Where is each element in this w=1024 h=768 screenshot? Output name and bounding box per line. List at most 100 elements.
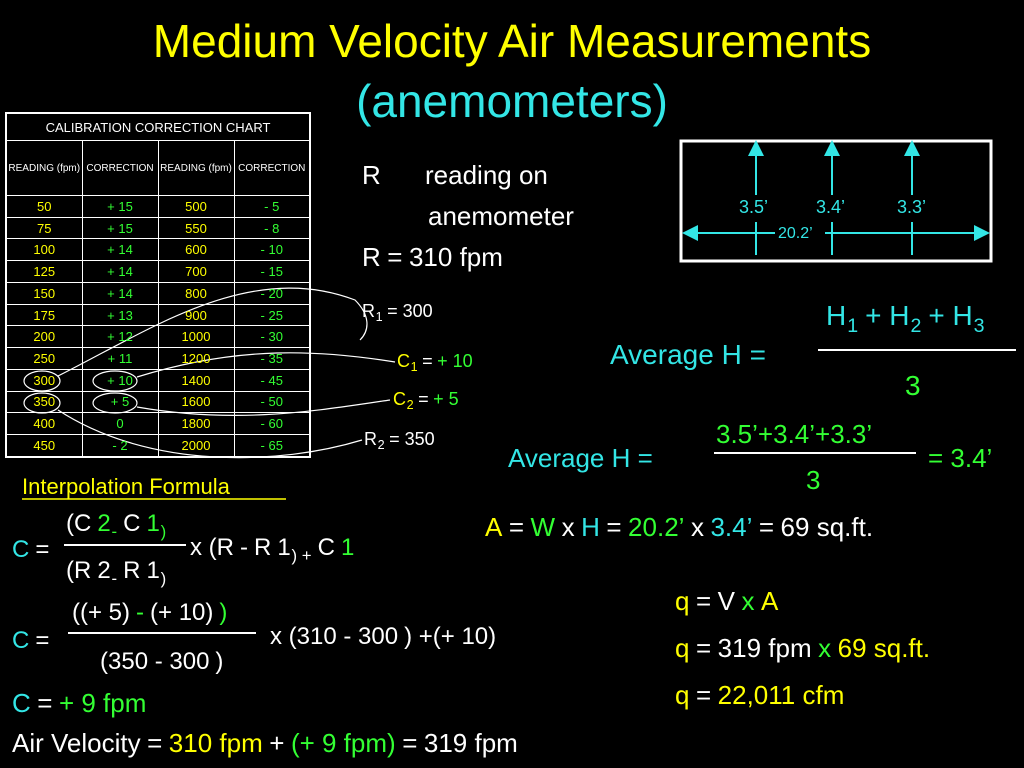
table-cell: + 14 — [81, 260, 159, 283]
flow-equation: q = 319 fpm x 69 sq.ft. — [675, 635, 930, 661]
text-segment: q — [675, 680, 690, 710]
table-cell: + 13 — [81, 303, 159, 327]
text-segment: x — [561, 512, 575, 542]
table-cell: 500 — [157, 195, 235, 218]
table-row: 450- 2 2000- 65 — [5, 434, 311, 458]
text-segment: W — [530, 512, 556, 542]
table-cell: 100 — [5, 238, 83, 262]
text-segment: R — [362, 301, 375, 321]
avg-h-calc-result: = 3.4’ — [928, 443, 993, 473]
text-segment: V — [717, 586, 735, 616]
table-cell: 125 — [5, 260, 83, 283]
text-segment: = — [508, 512, 525, 542]
r-value: R = 310 fpm — [362, 244, 503, 270]
text-segment: 310 fpm — [408, 242, 503, 272]
text-segment: + 9 fpm — [58, 688, 147, 718]
text-segment: q — [675, 633, 690, 663]
substituted-lhs: C = — [12, 629, 49, 653]
text-segment: ) — [160, 568, 167, 588]
table-cell: + 15 — [81, 216, 159, 240]
text-segment: ) — [219, 599, 228, 626]
text-segment: = — [758, 512, 775, 542]
table-cell: + 12 — [81, 325, 159, 349]
fraction-bar — [818, 349, 1016, 351]
table-cell: 1400 — [157, 368, 235, 392]
air-velocity: Air Velocity = 310 fpm + (+ 9 fpm) = 319 fpm — [12, 730, 518, 756]
text-segment: ( — [66, 557, 74, 584]
text-segment: - — [111, 568, 118, 588]
table-cell: 350 — [5, 390, 83, 414]
text-segment: 22,011 cfm — [717, 680, 845, 710]
text-segment: 1 — [340, 534, 355, 561]
text-segment: H — [581, 512, 600, 542]
text-segment: + 10 — [437, 351, 473, 371]
table-row: 400 0 1800- 60 — [5, 412, 311, 436]
table-cell: 1000 — [157, 325, 235, 349]
column-header: CORRECTION — [233, 140, 311, 196]
lookup-c1: C1 = + 10 — [397, 351, 473, 374]
substituted-rest: x (310 - 300) +(+ 10) — [270, 625, 496, 649]
duct-arrows — [682, 140, 990, 255]
text-segment: C — [74, 510, 92, 537]
table-cell: 0 — [81, 412, 159, 436]
text-segment: = — [695, 680, 712, 710]
text-segment: = — [695, 586, 712, 616]
text-segment: x — [690, 512, 704, 542]
text-segment: C — [12, 536, 30, 563]
text-segment: 310 - 300 — [296, 623, 399, 650]
table-cell: - 10 — [233, 238, 311, 262]
text-segment: = — [387, 242, 403, 272]
text-segment: C — [12, 688, 31, 718]
table-cell: - 60 — [233, 412, 311, 436]
table-row: 125 + 14 700- 15 — [5, 260, 311, 283]
table-cell: - 45 — [233, 368, 311, 392]
table-cell: + 10 — [81, 368, 159, 392]
text-segment: ( — [66, 510, 74, 537]
text-segment: A — [485, 512, 503, 542]
table-cell: 450 — [5, 434, 83, 458]
table-row: 350 + 5 1600- 50 — [5, 390, 311, 414]
table-cell: 1200 — [157, 347, 235, 370]
text-segment: ) + — [404, 623, 433, 650]
column-header: READING (fpm) — [157, 140, 235, 196]
column-header: CORRECTION — [81, 140, 159, 196]
height-label: 3.4’ — [816, 197, 846, 217]
table-cell: 700 — [157, 260, 235, 283]
flow-equation: q = 22,011 cfm — [675, 682, 844, 708]
text-segment: = — [418, 389, 429, 409]
table-cell: 300 — [5, 368, 83, 392]
table-cell: + 14 — [81, 238, 159, 262]
avg-h-denominator: 3 — [905, 370, 921, 401]
avg-h-calc-numerator: 3.5’+3.4’+3.3’ — [716, 419, 873, 449]
text-segment: 1 — [847, 314, 859, 337]
table-cell: 150 — [5, 281, 83, 305]
formula-denominator: (R 2- R 1) — [66, 557, 166, 587]
text-segment: 2 — [97, 510, 111, 537]
text-segment: R — [362, 242, 381, 272]
table-cell: 400 — [5, 412, 83, 436]
text-segment: ( — [72, 599, 80, 626]
text-segment: 319 fpm — [717, 633, 812, 663]
interpolation-result: C = + 9 fpm — [12, 690, 146, 716]
table-cell: 900 — [157, 303, 235, 327]
table-cell: + 11 — [81, 347, 159, 370]
text-segment: - — [111, 521, 118, 541]
calibration-table: CALIBRATION CORRECTION CHART READING (fp… — [5, 112, 311, 458]
text-segment: = — [695, 633, 712, 663]
table-cell: - 65 — [233, 434, 311, 458]
table-cell: 2000 — [157, 434, 235, 458]
avg-h-label: Average H = — [610, 339, 766, 370]
text-segment: x ( — [190, 534, 217, 561]
r-meaning: reading on — [425, 160, 548, 190]
text-segment: 1 — [146, 510, 160, 537]
title: Medium Velocity Air Measurements — [152, 15, 872, 67]
table-cell: 200 — [5, 325, 83, 349]
text-segment: 1 — [146, 557, 160, 584]
formula-lhs: C = — [12, 538, 49, 562]
table-row: 50 + 15 500- 5 — [5, 195, 311, 218]
table-cell: - 8 — [233, 216, 311, 240]
table-cell: - 5 — [233, 195, 311, 218]
r-meaning: anemometer — [428, 201, 574, 231]
